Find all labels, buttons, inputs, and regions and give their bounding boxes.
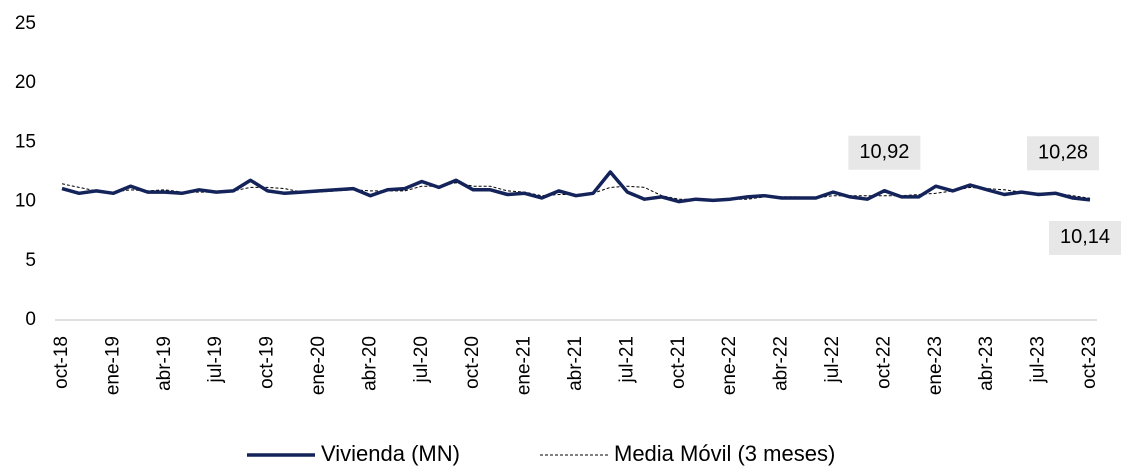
x-tick-label: oct-19 xyxy=(257,336,278,389)
data-label-box xyxy=(1049,220,1121,255)
x-tick-label: jul-20 xyxy=(411,336,432,383)
x-tick-label: abr-20 xyxy=(359,336,380,391)
y-tick-label: 5 xyxy=(25,250,36,271)
x-tick-label: ene-22 xyxy=(719,336,740,395)
data-label-box xyxy=(848,135,921,170)
data-label: 10,92 xyxy=(859,141,909,163)
x-tick-label: ene-19 xyxy=(102,336,123,395)
x-tick-label: abr-22 xyxy=(771,336,792,391)
x-tick-label: oct-22 xyxy=(873,336,894,389)
x-tick-label: ene-20 xyxy=(308,336,329,395)
x-tick-label: ene-23 xyxy=(925,336,946,395)
x-tick-label: jul-19 xyxy=(205,336,226,383)
data-label: 10,14 xyxy=(1060,226,1110,248)
y-tick-label: 0 xyxy=(25,309,36,330)
legend-label: Media Móvil (3 meses) xyxy=(614,441,835,466)
series-line xyxy=(61,170,1091,204)
x-tick-label: oct-18 xyxy=(51,336,72,389)
y-tick-label: 25 xyxy=(15,13,36,34)
y-tick-label: 20 xyxy=(15,72,36,93)
x-tick-label: oct-20 xyxy=(462,336,483,389)
x-tick-label: jul-22 xyxy=(822,336,843,383)
x-tick-label: abr-21 xyxy=(565,336,586,391)
y-tick-label: 15 xyxy=(15,131,36,152)
x-tick-label: oct-21 xyxy=(668,336,689,389)
x-tick-label: abr-23 xyxy=(976,336,997,391)
y-tick-label: 10 xyxy=(15,191,36,212)
legend-label: Vivienda (MN) xyxy=(321,441,460,466)
x-tick-label: oct-23 xyxy=(1079,336,1100,389)
x-tick-label: jul-23 xyxy=(1028,336,1049,383)
x-tick-label: jul-21 xyxy=(616,336,637,383)
data-label: 10,28 xyxy=(1038,142,1088,164)
data-label-box xyxy=(1027,136,1099,171)
x-tick-label: ene-21 xyxy=(514,336,535,395)
x-tick-label: abr-19 xyxy=(154,336,175,391)
